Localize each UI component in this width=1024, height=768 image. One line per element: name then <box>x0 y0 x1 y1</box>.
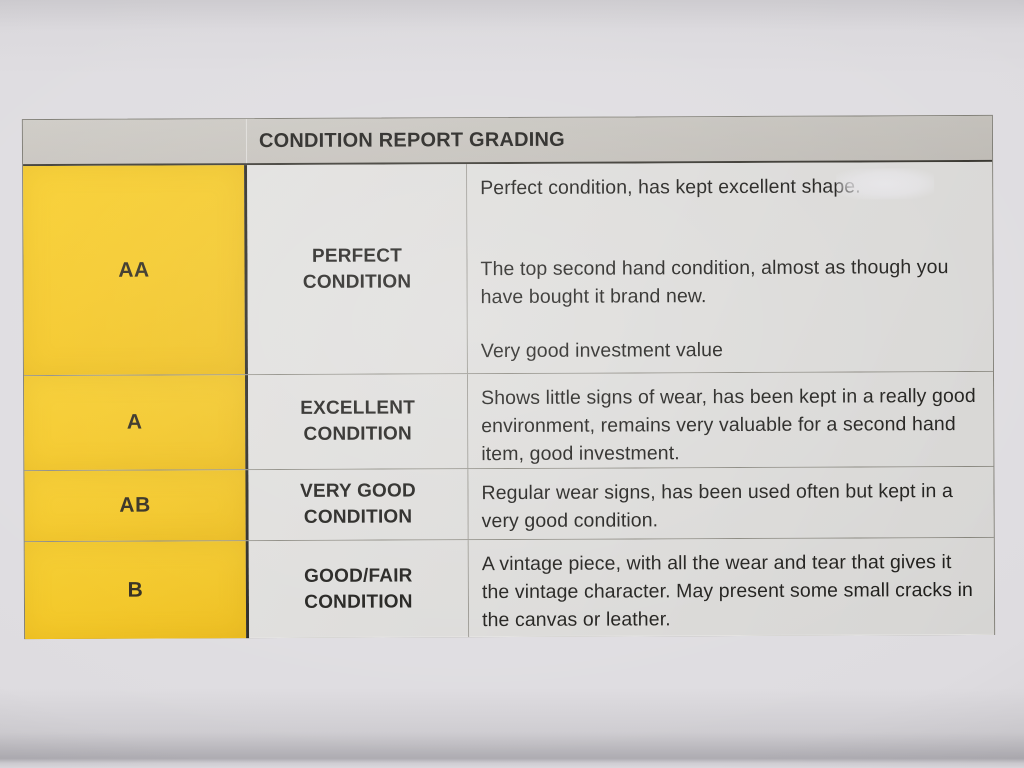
grade-cell-b: B <box>24 541 250 640</box>
condition-cell-a: EXCELLENT CONDITION <box>247 374 469 470</box>
table-row-ab: AB VERY GOOD CONDITION Regular wear sign… <box>24 465 994 542</box>
condition-cell-b: GOOD/FAIR CONDITION <box>248 540 470 639</box>
description-paragraph: Perfect condition, has kept excellent sh… <box>480 175 861 200</box>
description-cell-a: Shows little signs of wear, has been kep… <box>467 371 994 469</box>
description-paragraph: The top second hand condition, almost as… <box>480 256 949 309</box>
grading-table: CONDITION REPORT GRADING AA PERFECT COND… <box>21 114 996 640</box>
description-cell-ab: Regular wear signs, has been used often … <box>468 466 994 540</box>
grade-cell-a: A <box>23 375 249 471</box>
table-row-aa: AA PERFECT CONDITION Perfect condition, … <box>23 161 993 376</box>
grade-cell-ab: AB <box>24 470 249 542</box>
table-row-b: B GOOD/FAIR CONDITION A vintage piece, w… <box>24 536 995 640</box>
table-header-spacer <box>22 119 248 165</box>
condition-cell-aa: PERFECT CONDITION <box>247 164 468 375</box>
table-header-row: CONDITION REPORT GRADING <box>22 115 993 167</box>
description-paragraph: Very good investment value <box>480 339 724 363</box>
description-paragraph: Regular wear signs, has been used often … <box>481 480 953 533</box>
description-paragraph: A vintage piece, with all the wear and t… <box>481 551 974 632</box>
description-cell-b: A vintage piece, with all the wear and t… <box>468 537 995 638</box>
condition-cell-ab: VERY GOOD CONDITION <box>248 469 469 541</box>
table-title: CONDITION REPORT GRADING <box>258 128 565 152</box>
table-row-a: A EXCELLENT CONDITION Shows little signs… <box>23 370 994 471</box>
description-cell-aa: Perfect condition, has kept excellent sh… <box>467 161 993 374</box>
description-paragraph: Shows little signs of wear, has been kep… <box>481 384 976 466</box>
grade-cell-aa: AA <box>23 165 248 376</box>
